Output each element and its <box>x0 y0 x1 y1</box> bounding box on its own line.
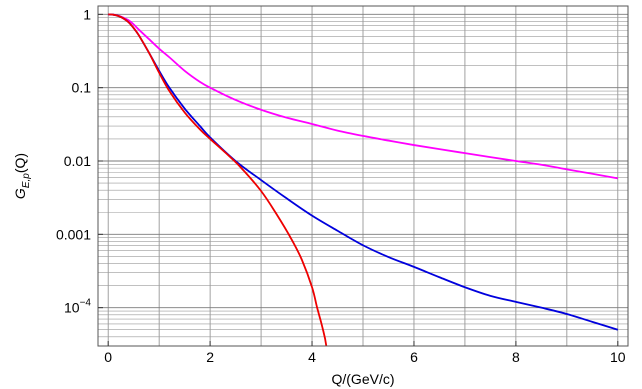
y-tick-label-base: 0.001 <box>56 226 91 242</box>
y-tick-label: 10−4 <box>64 298 91 316</box>
y-axis-label-arg: (Q) <box>12 153 28 173</box>
y-tick-label: 1 <box>83 6 91 22</box>
y-tick-label-exponent: −4 <box>80 298 92 309</box>
x-tick-label: 0 <box>104 349 112 365</box>
plot-frame <box>97 5 629 347</box>
y-tick-label-base: 0.01 <box>64 153 91 169</box>
y-tick-label: 0.01 <box>64 153 91 169</box>
x-tick-label: 10 <box>610 349 626 365</box>
series-line-3 <box>108 13 328 346</box>
y-axis-label: GE,p(Q) <box>12 153 32 199</box>
x-tick-label: 8 <box>512 349 520 365</box>
y-tick-label: 0.1 <box>72 80 92 96</box>
plot-area <box>108 13 619 346</box>
x-axis-label: Q/(GeV/c) <box>331 371 394 387</box>
x-tick-label: 6 <box>410 349 418 365</box>
y-tick-label-base: 0.1 <box>72 80 92 96</box>
x-tick-label: 4 <box>308 349 316 365</box>
y-axis-label-base: G <box>12 188 28 199</box>
x-tick-label: 2 <box>206 349 214 365</box>
y-tick-label: 0.001 <box>56 226 91 242</box>
series-line-1 <box>108 13 618 180</box>
y-axis-label-sub: E,p <box>21 173 32 188</box>
y-tick-label-base: 10 <box>64 300 80 316</box>
y-tick-label-base: 1 <box>83 6 91 22</box>
